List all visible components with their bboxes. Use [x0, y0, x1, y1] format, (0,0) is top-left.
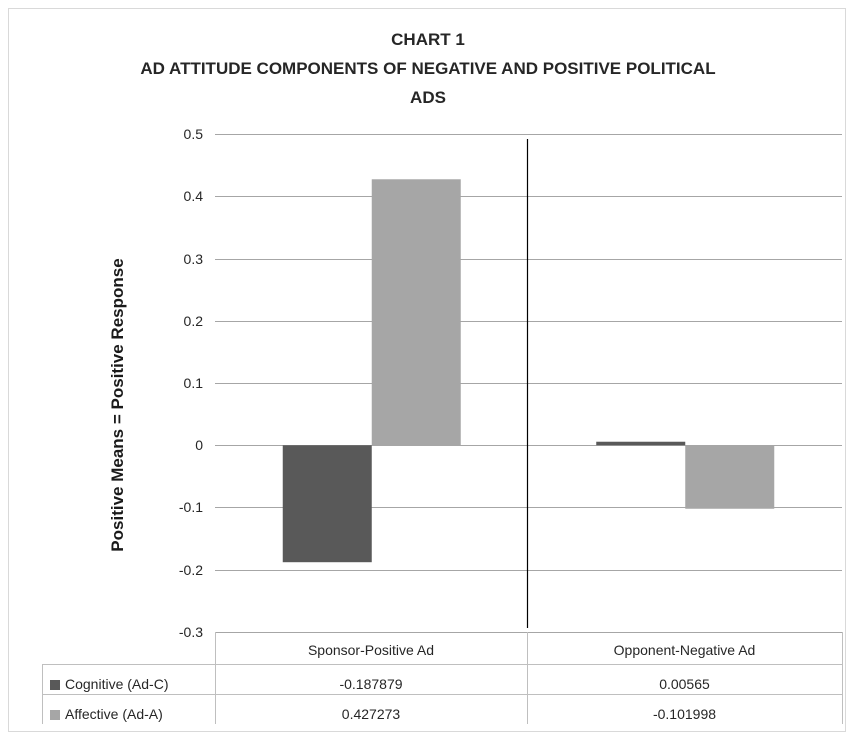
category-label: Opponent-Negative Ad: [613, 642, 756, 658]
bar-affective: [371, 179, 461, 446]
data-label: -0.187879: [339, 676, 403, 692]
legend-entry-cognitive: Cognitive (Ad-C): [42, 674, 215, 694]
legend-label: Affective (Ad-A): [65, 706, 163, 722]
chart-title-line-1: CHART 1: [391, 30, 465, 49]
data-label: 0.427273: [341, 706, 401, 722]
bar-affective: [685, 445, 775, 509]
bar-cognitive: [596, 441, 686, 446]
category-label: Sponsor-Positive Ad: [307, 642, 435, 658]
data-label: -0.101998: [652, 706, 717, 722]
chart-title-line-3: ADS: [410, 88, 446, 107]
y-tick-label: 0.2: [183, 312, 203, 329]
y-tick-label: 0.5: [183, 125, 203, 142]
y-tick-label: 0: [195, 436, 203, 453]
y-tick-label: 0.3: [183, 250, 203, 267]
y-tick-label: 0.1: [183, 374, 203, 391]
legend-key-affective: [50, 710, 60, 721]
y-tick-label: -0.2: [178, 561, 203, 578]
y-tick-label: -0.1: [178, 498, 203, 515]
y-tick-label: -0.3: [178, 623, 203, 640]
y-tick-label: 0.4: [183, 187, 203, 204]
chart-title-line-2: AD ATTITUDE COMPONENTS OF NEGATIVE AND P…: [140, 59, 716, 78]
data-label: 0.00565: [659, 676, 710, 692]
legend-entry-affective: Affective (Ad-A): [42, 704, 215, 724]
bar-cognitive: [282, 445, 372, 563]
legend-key-cognitive: [50, 680, 60, 691]
legend-label: Cognitive (Ad-C): [65, 676, 169, 692]
